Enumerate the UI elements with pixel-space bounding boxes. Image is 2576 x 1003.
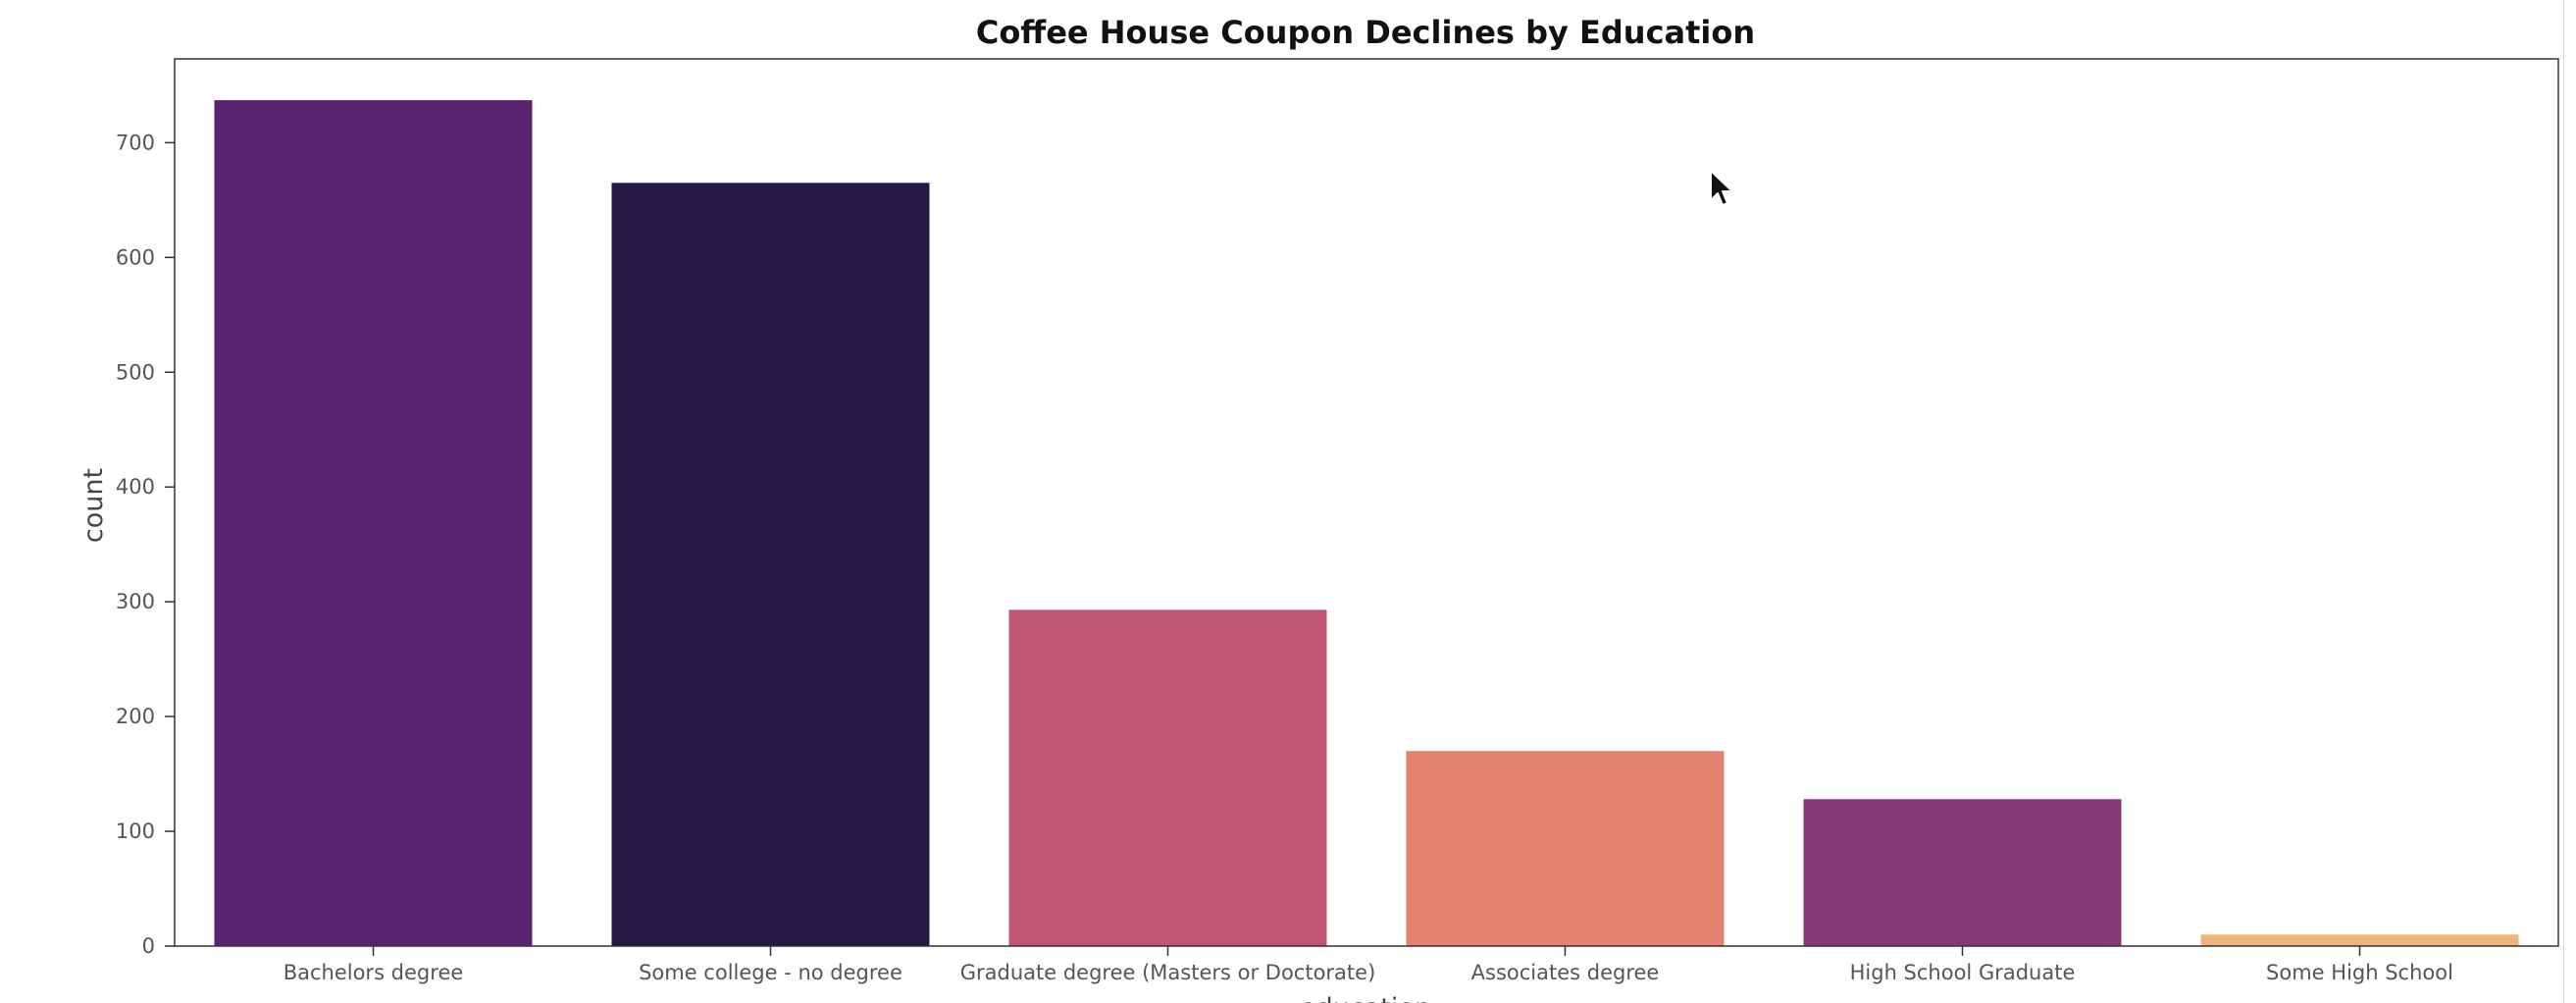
mouse-pointer-icon	[1710, 170, 1733, 206]
y-tick-label: 0	[142, 934, 155, 958]
x-tick-label: Bachelors degree	[283, 961, 464, 984]
bar	[1406, 751, 1725, 946]
bar	[2200, 934, 2519, 946]
bar	[1803, 799, 2122, 946]
y-tick-label: 500	[116, 360, 155, 384]
y-tick-label: 400	[116, 475, 155, 499]
bar	[611, 183, 930, 946]
panel-divider	[2563, 0, 2564, 1003]
x-tick-label: Graduate degree (Masters or Doctorate)	[960, 961, 1376, 984]
y-tick-label: 300	[116, 590, 155, 613]
x-tick-label: Some High School	[2266, 961, 2453, 984]
y-tick-label: 100	[116, 819, 155, 843]
bar	[1008, 609, 1327, 946]
bar	[214, 100, 533, 947]
y-tick-label: 600	[116, 245, 155, 269]
x-axis-label: education	[1300, 993, 1431, 1003]
plot-frame	[174, 58, 2559, 947]
y-axis-label: count	[78, 468, 109, 543]
chart-title: Coffee House Coupon Declines by Educatio…	[976, 14, 1755, 51]
plot-area: 0 100 200 300 400 500 600 700 Bachelors degree So…	[116, 58, 2559, 984]
x-tick-label: High School Graduate	[1850, 961, 2076, 984]
y-tick-label: 700	[116, 131, 155, 154]
y-tick-label: 200	[116, 705, 155, 728]
x-tick-label: Some college - no degree	[639, 961, 902, 984]
x-tick-label: Associates degree	[1471, 961, 1660, 984]
